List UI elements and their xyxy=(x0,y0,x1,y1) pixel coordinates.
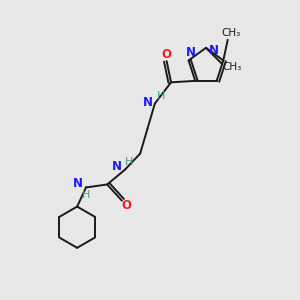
Text: H: H xyxy=(125,158,134,167)
Text: N: N xyxy=(186,46,196,59)
Text: N: N xyxy=(112,160,122,173)
Text: O: O xyxy=(162,48,172,61)
Text: CH₃: CH₃ xyxy=(223,62,242,72)
Text: N: N xyxy=(73,177,83,190)
Text: N: N xyxy=(209,44,219,57)
Text: H: H xyxy=(157,91,166,101)
Text: O: O xyxy=(121,200,131,212)
Text: CH₃: CH₃ xyxy=(222,28,241,38)
Text: N: N xyxy=(142,96,152,109)
Text: H: H xyxy=(82,190,90,200)
